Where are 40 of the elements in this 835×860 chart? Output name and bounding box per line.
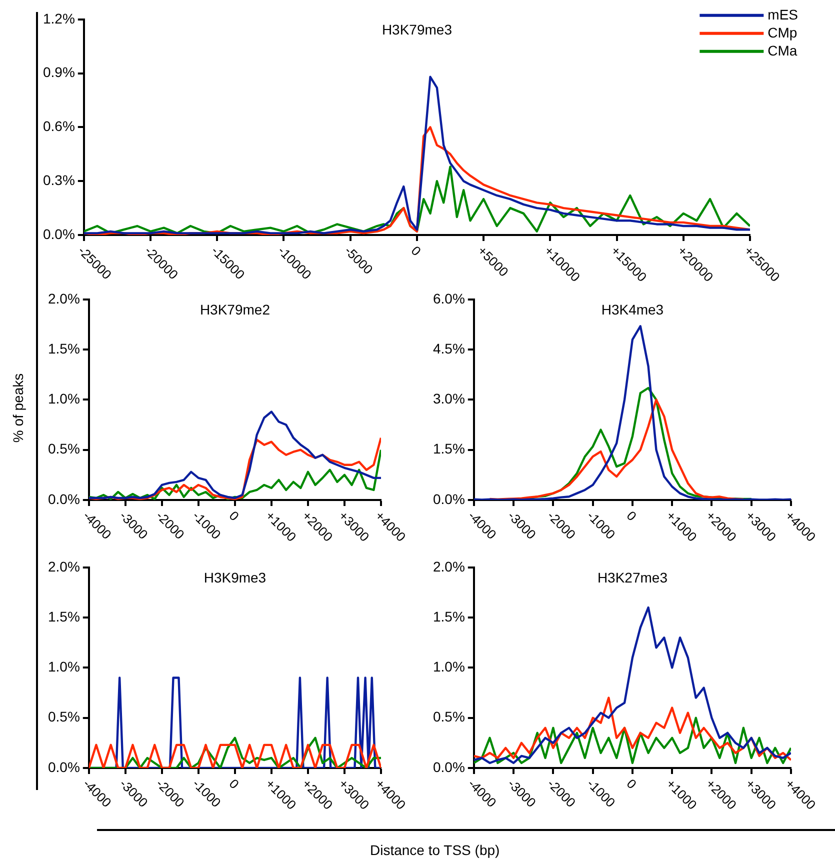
y-tick-label: 0.5%	[432, 708, 465, 725]
y-tick-label: 1.0%	[432, 658, 465, 675]
y-tick-label: 0.9%	[42, 64, 75, 80]
y-tick-label: 1.0%	[48, 390, 80, 407]
x-tick-label: 0	[408, 243, 424, 259]
chart-title: H3K79me2	[200, 301, 270, 318]
y-tick-label: 0.5%	[48, 440, 80, 457]
chart-title: H3K4me3	[601, 301, 664, 318]
y-tick-label: 0.0%	[432, 490, 465, 507]
y-tick-label: 0.0%	[48, 758, 80, 775]
y-tick-label: 0.5%	[48, 708, 80, 725]
y-tick-label: 2.0%	[432, 558, 465, 574]
x-tick-label: 0	[226, 776, 242, 792]
chart-title: H3K27me3	[597, 569, 668, 586]
y-tick-label: 1.5%	[432, 440, 465, 457]
legend-label: CMa	[768, 42, 798, 58]
x-tick-label: 0	[624, 508, 640, 524]
y-tick-label: 3.0%	[432, 390, 465, 407]
chart-title: H3K79me3	[382, 21, 452, 38]
y-tick-label: 2.0%	[48, 290, 80, 306]
legend-label: mES	[768, 6, 798, 22]
y-tick-label: 0.0%	[42, 226, 75, 242]
x-axis-title: Distance to TSS (bp)	[370, 842, 500, 858]
y-tick-label: 0.6%	[42, 118, 75, 134]
y-tick-label: 4.5%	[432, 340, 465, 356]
y-axis-title: % of peaks	[10, 373, 26, 443]
chart-title: H3K9me3	[204, 569, 266, 586]
y-tick-label: 1.5%	[432, 608, 465, 624]
x-tick-label: 0	[624, 776, 640, 792]
legend-label: CMp	[768, 24, 798, 40]
y-tick-label: 1.5%	[48, 340, 80, 356]
y-tick-label: 0.0%	[432, 758, 465, 775]
x-tick-label: 0	[226, 508, 242, 524]
y-tick-label: 2.0%	[48, 558, 80, 574]
y-tick-label: 1.2%	[42, 10, 75, 26]
y-tick-label: 0.0%	[48, 490, 80, 507]
y-tick-label: 6.0%	[432, 290, 465, 306]
y-tick-label: 0.3%	[42, 172, 75, 188]
y-tick-label: 1.0%	[48, 658, 80, 675]
y-tick-label: 1.5%	[48, 608, 80, 624]
